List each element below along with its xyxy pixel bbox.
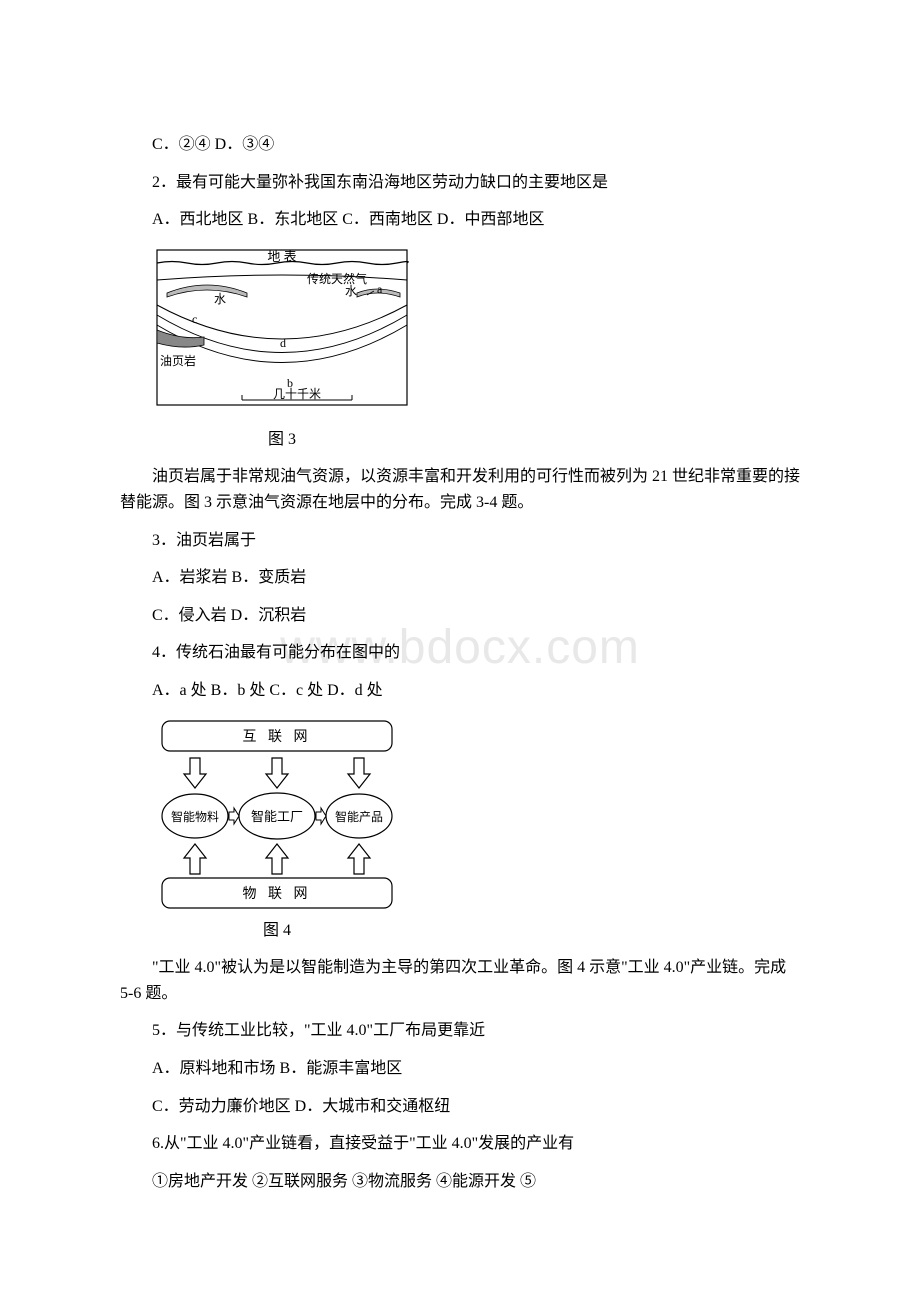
fig3-c-label: c <box>192 312 197 326</box>
q3-intro: 油页岩属于非常规油气资源，以资源丰富和开发利用的可行性而被列为 21 世纪非常重… <box>120 464 800 515</box>
fig4-internet-label: 互 联 网 <box>243 729 312 745</box>
q2-question: 2．最有可能大量弥补我国东南沿海地区劳动力缺口的主要地区是 <box>120 170 800 196</box>
figure-4-svg: 互 联 网 智能物料 智能工厂 智能产品 <box>152 716 402 916</box>
q6-question: 6.从"工业 4.0"产业链看，直接受益于"工业 4.0"发展的产业有 <box>120 1131 800 1157</box>
q4-question: 4．传统石油最有可能分布在图中的 <box>120 640 800 666</box>
q3-question: 3．油页岩属于 <box>120 528 800 554</box>
fig3-surface-label: 地 表 <box>267 249 296 264</box>
figure-3: 地 表 传统天然气 水 水 a c d b 油页岩 <box>120 245 800 453</box>
q6-options: ①房地产开发 ②互联网服务 ③物流服务 ④能源开发 ⑤ <box>120 1169 800 1195</box>
q5-question: 5．与传统工业比较，"工业 4.0"工厂布局更靠近 <box>120 1018 800 1044</box>
fig4-factory-label: 智能工厂 <box>251 809 303 824</box>
q5-options-cd: C．劳动力廉价地区 D．大城市和交通枢纽 <box>120 1094 800 1120</box>
fig3-water2-label: 水 <box>345 284 357 298</box>
fig3-a-label: a <box>377 282 383 296</box>
document-content: C．②④ D．③④ 2．最有可能大量弥补我国东南沿海地区劳动力缺口的主要地区是 … <box>120 132 800 1194</box>
fig4-product-label: 智能产品 <box>335 809 383 824</box>
fig3-shale-label: 油页岩 <box>160 353 196 368</box>
q2-options: A．西北地区 B．东北地区 C．西南地区 D．中西部地区 <box>120 207 800 233</box>
q3-options-ab: A．岩浆岩 B．变质岩 <box>120 565 800 591</box>
figure-3-svg: 地 表 传统天然气 水 水 a c d b 油页岩 <box>152 245 412 425</box>
q5-options-ab: A．原料地和市场 B．能源丰富地区 <box>120 1056 800 1082</box>
q4-options: A．a 处 B．b 处 C．c 处 D．d 处 <box>120 678 800 704</box>
fig3-scale-label: 几十千米 <box>273 387 321 401</box>
figure-4-caption: 图 4 <box>152 918 402 944</box>
q3-options-cd: C．侵入岩 D．沉积岩 <box>120 603 800 629</box>
figure-3-caption: 图 3 <box>152 427 412 453</box>
fig4-material-label: 智能物料 <box>171 809 219 824</box>
fig3-d-label: d <box>280 336 286 350</box>
q1-options-cd: C．②④ D．③④ <box>120 132 800 158</box>
fig3-water1-label: 水 <box>214 292 226 306</box>
fig4-iot-label: 物 联 网 <box>243 886 312 902</box>
figure-4: 互 联 网 智能物料 智能工厂 智能产品 <box>120 716 800 944</box>
fig3-gas-label: 传统天然气 <box>307 271 367 286</box>
q5-intro: "工业 4.0"被认为是以智能制造为主导的第四次工业革命。图 4 示意"工业 4… <box>120 955 800 1006</box>
